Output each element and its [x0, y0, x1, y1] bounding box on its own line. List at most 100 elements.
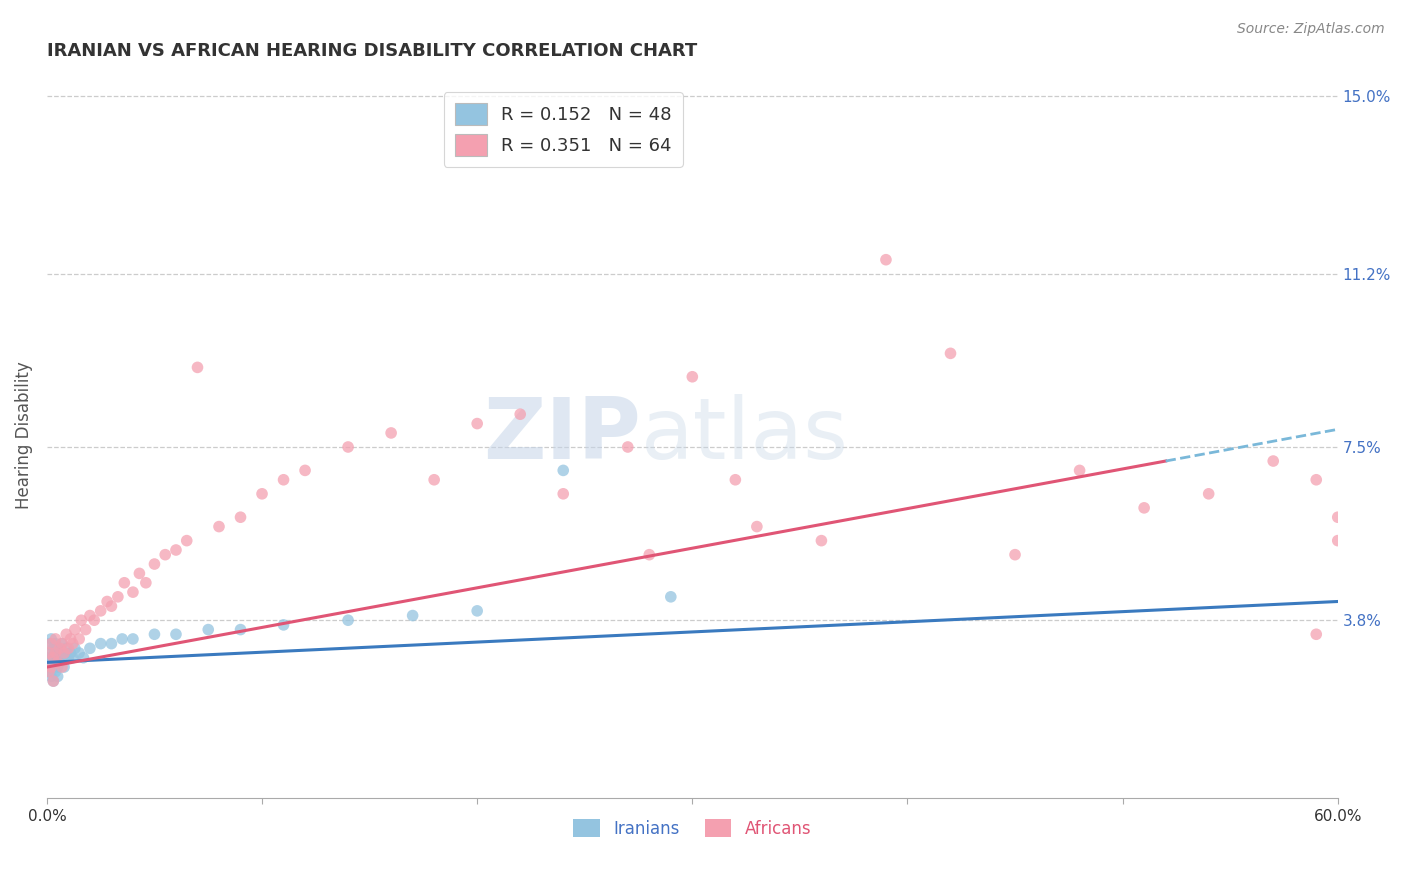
Text: IRANIAN VS AFRICAN HEARING DISABILITY CORRELATION CHART: IRANIAN VS AFRICAN HEARING DISABILITY CO… [46, 42, 697, 60]
Point [53, 646, 76, 660]
Point [273, 473, 295, 487]
Point [42, 650, 65, 665]
Point [51, 650, 73, 665]
Point [46, 656, 69, 670]
Point [38, 660, 60, 674]
Point [724, 473, 747, 487]
Point [42, 674, 65, 689]
Point [44, 646, 66, 660]
Point [122, 585, 145, 599]
Text: Source: ZipAtlas.com: Source: ZipAtlas.com [1237, 22, 1385, 37]
Point [51, 637, 73, 651]
Point [229, 623, 252, 637]
Point [38, 665, 60, 679]
Point [143, 627, 166, 641]
Point [67, 646, 90, 660]
Point [63, 641, 86, 656]
Point [939, 346, 962, 360]
Point [46, 641, 69, 656]
Point [67, 632, 90, 646]
Y-axis label: Hearing Disability: Hearing Disability [15, 361, 32, 509]
Point [96, 594, 118, 608]
Point [49, 641, 72, 656]
Point [58, 641, 80, 656]
Point [1326, 533, 1348, 548]
Point [1133, 500, 1156, 515]
Text: atlas: atlas [641, 393, 849, 477]
Legend: Iranians, Africans: Iranians, Africans [567, 813, 818, 844]
Point [46, 660, 69, 674]
Point [111, 632, 134, 646]
Point [165, 543, 187, 558]
Point [51, 637, 73, 651]
Point [1305, 627, 1327, 641]
Point [39, 660, 62, 674]
Point [51, 660, 73, 674]
Point [44, 637, 66, 651]
Point [44, 646, 66, 660]
Point [79, 608, 101, 623]
Point [59, 646, 82, 660]
Point [100, 599, 122, 614]
Point [810, 533, 832, 548]
Point [79, 641, 101, 656]
Point [62, 637, 84, 651]
Point [44, 665, 66, 679]
Point [46, 650, 69, 665]
Point [53, 660, 76, 674]
Point [143, 557, 166, 571]
Point [553, 463, 575, 477]
Point [70, 613, 93, 627]
Point [49, 656, 72, 670]
Point [62, 650, 84, 665]
Point [72, 650, 94, 665]
Point [100, 637, 122, 651]
Point [337, 440, 360, 454]
Point [112, 575, 135, 590]
Point [681, 369, 703, 384]
Point [617, 440, 640, 454]
Point [59, 632, 82, 646]
Point [509, 407, 531, 421]
Point [55, 641, 77, 656]
Point [229, 510, 252, 524]
Point [90, 637, 112, 651]
Point [135, 575, 157, 590]
Point [638, 548, 661, 562]
Point [186, 360, 208, 375]
Point [42, 650, 65, 665]
Point [122, 632, 145, 646]
Point [465, 417, 488, 431]
Point [659, 590, 682, 604]
Point [46, 669, 69, 683]
Point [208, 519, 231, 533]
Point [39, 632, 62, 646]
Point [38, 650, 60, 665]
Point [53, 646, 76, 660]
Point [1004, 548, 1026, 562]
Point [273, 618, 295, 632]
Point [294, 463, 316, 477]
Point [1305, 473, 1327, 487]
Point [90, 604, 112, 618]
Point [63, 623, 86, 637]
Point [75, 623, 97, 637]
Text: ZIP: ZIP [482, 393, 641, 477]
Point [42, 660, 65, 674]
Point [38, 646, 60, 660]
Point [39, 637, 62, 651]
Point [745, 519, 768, 533]
Point [107, 590, 129, 604]
Point [250, 487, 273, 501]
Point [39, 646, 62, 660]
Point [176, 533, 198, 548]
Point [1263, 454, 1285, 468]
Point [165, 627, 187, 641]
Point [1198, 487, 1220, 501]
Point [128, 566, 150, 581]
Point [423, 473, 446, 487]
Point [42, 641, 65, 656]
Point [44, 632, 66, 646]
Point [38, 637, 60, 651]
Point [38, 665, 60, 679]
